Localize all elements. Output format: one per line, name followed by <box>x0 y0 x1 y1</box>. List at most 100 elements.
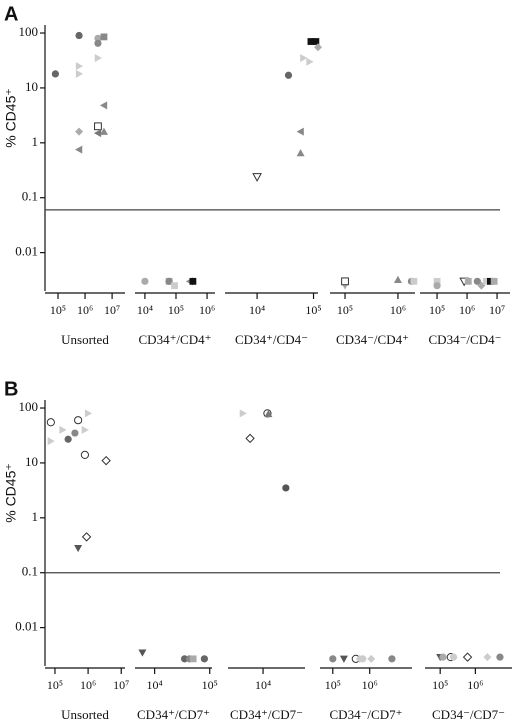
group-label: CD34⁻/CD7⁻ <box>432 707 505 722</box>
data-point <box>296 149 305 157</box>
data-point <box>464 277 472 285</box>
x-tick-label: 10⁵ <box>325 678 341 692</box>
x-tick-label: 10⁷ <box>113 678 129 692</box>
data-point <box>99 101 108 110</box>
data-point <box>393 275 402 283</box>
data-point <box>307 38 315 45</box>
x-tick-label: 10⁴ <box>147 678 163 692</box>
x-tick-label: 10⁷ <box>104 303 120 317</box>
x-tick-label: 10⁶ <box>77 303 93 317</box>
data-point <box>388 655 396 663</box>
data-point <box>264 409 273 418</box>
x-tick-label: 10⁵ <box>47 678 63 692</box>
data-point <box>94 122 102 131</box>
data-point <box>59 425 67 434</box>
data-point <box>80 450 89 460</box>
data-point <box>312 38 320 45</box>
x-tick-label: 10⁵ <box>168 303 184 317</box>
data-point <box>282 484 290 492</box>
data-point <box>99 127 108 135</box>
data-point <box>84 409 93 418</box>
data-point <box>473 277 481 285</box>
x-tick-label: 10⁵ <box>337 303 353 317</box>
x-tick-label: 10⁶ <box>459 303 475 317</box>
data-point <box>341 277 349 286</box>
data-point <box>93 129 102 138</box>
data-point <box>439 653 447 661</box>
data-point <box>483 653 492 662</box>
group-label: CD34⁻/CD4⁻ <box>429 332 502 347</box>
data-point <box>245 433 255 444</box>
x-tick-label: 10⁵ <box>429 303 445 317</box>
data-point <box>239 409 247 418</box>
y-tick-label: 100 <box>19 399 39 414</box>
group-label: Unsorted <box>61 707 109 722</box>
data-point <box>81 532 92 542</box>
data-point <box>329 655 337 663</box>
x-tick-label: 10⁷ <box>489 303 505 317</box>
data-point <box>181 655 189 663</box>
y-tick-label: 0.1 <box>22 189 38 204</box>
data-point <box>75 62 84 71</box>
data-point <box>75 127 84 136</box>
data-point <box>74 544 83 553</box>
data-point <box>284 71 293 79</box>
data-point <box>496 653 504 661</box>
x-tick-label: 10⁶ <box>467 678 483 692</box>
panel-label: B <box>4 378 18 400</box>
data-point <box>47 437 55 446</box>
data-point <box>252 173 262 182</box>
group-label: CD34⁻/CD7⁺ <box>330 707 403 722</box>
y-tick-label: 10 <box>25 79 38 94</box>
data-point <box>94 34 102 42</box>
x-tick-label: 10⁶ <box>199 303 215 317</box>
data-point <box>359 655 367 663</box>
data-point <box>101 455 111 466</box>
y-tick-label: 0.01 <box>15 619 38 634</box>
y-tick-label: 10 <box>25 454 38 469</box>
x-tick-label: 10⁴ <box>255 678 271 692</box>
x-tick-label: 10⁵ <box>202 678 218 692</box>
x-tick-label: 10⁵ <box>50 303 66 317</box>
data-point <box>100 33 108 41</box>
group-label: CD34⁺/CD4⁻ <box>235 332 308 347</box>
y-tick-label: 0.1 <box>22 564 38 579</box>
data-point <box>433 277 441 285</box>
data-point <box>75 145 83 154</box>
group-label: CD34⁻/CD4⁺ <box>336 332 409 347</box>
x-tick-label: 10⁴ <box>249 303 265 317</box>
data-point <box>165 277 173 285</box>
group-label: Unsorted <box>61 332 109 347</box>
data-point <box>51 70 59 78</box>
data-point <box>81 425 89 434</box>
x-tick-label: 10⁵ <box>305 303 321 317</box>
data-point <box>482 277 490 285</box>
group-label: CD34⁺/CD7⁺ <box>137 707 210 722</box>
data-point <box>306 57 314 66</box>
data-point <box>433 282 441 290</box>
data-point <box>74 416 83 425</box>
data-point <box>449 653 458 661</box>
data-point <box>490 277 498 285</box>
data-point <box>94 39 102 47</box>
y-tick-label: 1 <box>32 509 39 524</box>
data-point <box>487 277 494 285</box>
data-point <box>189 655 197 663</box>
x-tick-label: 10⁶ <box>80 678 96 692</box>
data-point <box>94 54 102 63</box>
data-point <box>462 652 473 662</box>
data-point <box>410 277 418 285</box>
data-point <box>367 654 376 663</box>
x-tick-label: 10⁵ <box>432 678 448 692</box>
y-tick-label: 1 <box>32 134 39 149</box>
data-point <box>189 277 197 285</box>
group-label: CD34⁺/CD7⁻ <box>230 707 303 722</box>
y-axis-label: % CD45⁺ <box>3 88 19 148</box>
data-point <box>171 282 178 290</box>
data-point <box>314 43 322 52</box>
data-point <box>64 435 72 443</box>
data-point <box>200 655 208 663</box>
y-axis-label: % CD45⁺ <box>3 463 19 523</box>
data-point <box>46 418 55 427</box>
